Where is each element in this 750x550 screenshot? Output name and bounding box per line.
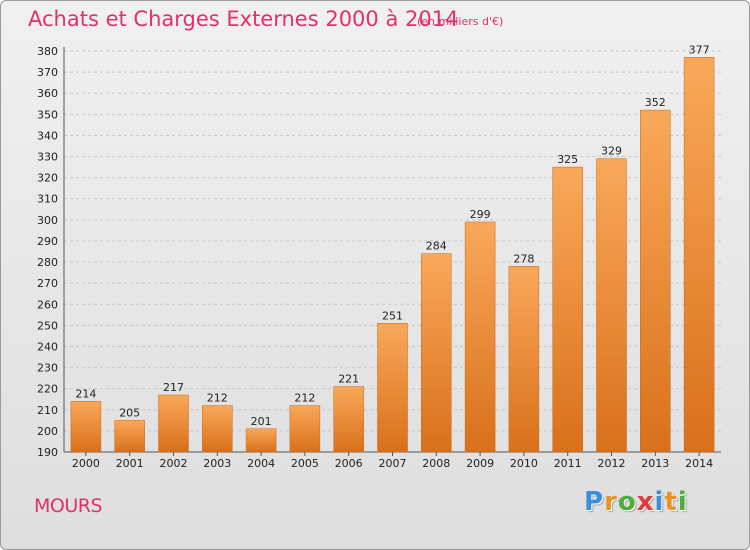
y-tick-label: 340 <box>37 129 58 142</box>
y-tick-label: 370 <box>37 66 58 79</box>
y-tick-label: 240 <box>37 340 58 353</box>
bar-2003 <box>202 405 233 453</box>
logo-letter: P <box>584 487 605 517</box>
y-tick-label: 200 <box>37 425 58 438</box>
x-tick-label: 2012 <box>598 457 626 470</box>
x-tick-label: 2011 <box>554 457 582 470</box>
bar-2001 <box>114 420 145 453</box>
y-tick-label: 220 <box>37 383 58 396</box>
logo-letter: t <box>664 487 678 517</box>
place-name: MOURS <box>34 495 103 517</box>
x-tick-label: 2014 <box>685 457 713 470</box>
x-tick-label: 2004 <box>247 457 275 470</box>
bar-2006 <box>333 386 364 453</box>
bar-2013 <box>640 109 671 453</box>
bar-2007 <box>377 323 408 453</box>
data-label: 329 <box>601 145 622 158</box>
data-label: 217 <box>163 381 184 394</box>
x-tick-label: 2003 <box>203 457 231 470</box>
x-tick-label: 2001 <box>116 457 144 470</box>
data-label: 278 <box>513 252 534 265</box>
data-labels: 214 205 217 212 201 212 221 251 284 299 278 325 329 3… <box>75 43 709 427</box>
bar-2002 <box>158 394 189 453</box>
y-tick-label: 280 <box>37 256 58 269</box>
bar-2009 <box>464 221 496 453</box>
data-label: 352 <box>645 96 666 109</box>
y-tick-label: 230 <box>37 362 58 375</box>
data-label: 201 <box>251 415 272 428</box>
y-tick-label: 210 <box>37 404 58 417</box>
y-tick-label: 330 <box>37 151 58 164</box>
x-tick-label: 2005 <box>291 457 319 470</box>
bar-2011 <box>552 166 583 453</box>
x-tick-label: 2002 <box>160 457 188 470</box>
data-label: 205 <box>119 406 140 419</box>
logo-letter: i <box>654 487 665 517</box>
bar-2010 <box>508 266 540 453</box>
x-tick-label: 2013 <box>641 457 669 470</box>
proxiti-logo[interactable]: Proxiti <box>584 487 688 517</box>
logo-letter: r <box>604 487 618 517</box>
bar-2004 <box>245 428 277 453</box>
x-tick-label: 2006 <box>335 457 363 470</box>
y-tick-label: 290 <box>37 235 58 248</box>
x-tick-labels: 2000 2001 2002 2003 2004 2005 2006 2007 2008 2009… <box>72 457 713 470</box>
y-tick-labels: 190 200 210 220 230 240 250 260 270 280 290 300 310 3… <box>37 45 58 459</box>
bars <box>70 57 715 453</box>
y-tick-label: 250 <box>37 319 58 332</box>
bar-2000 <box>70 401 102 453</box>
x-tick-label: 2008 <box>422 457 450 470</box>
data-label: 221 <box>338 373 359 386</box>
data-label: 214 <box>75 387 96 400</box>
data-label: 299 <box>470 208 491 221</box>
data-label: 251 <box>382 309 403 322</box>
y-tick-label: 190 <box>37 446 58 459</box>
y-tick-label: 270 <box>37 277 58 290</box>
bar-2012 <box>596 158 627 453</box>
y-tick-label: 320 <box>37 172 58 185</box>
y-tick-label: 360 <box>37 87 58 100</box>
y-tick-label: 310 <box>37 193 58 206</box>
logo-letter: o <box>617 487 637 517</box>
data-label: 377 <box>689 43 710 56</box>
y-tick-label: 260 <box>37 298 58 311</box>
data-label: 212 <box>207 392 228 405</box>
y-tick-label: 300 <box>37 214 58 227</box>
x-tick-label: 2000 <box>72 457 100 470</box>
bar-2008 <box>421 253 452 453</box>
data-label: 212 <box>294 392 315 405</box>
y-tick-label: 380 <box>37 45 58 58</box>
chart-unit: (en milliers d'€) <box>417 15 504 28</box>
data-label: 325 <box>557 153 578 166</box>
chart-title: Achats et Charges Externes 2000 à 2014 <box>28 7 459 31</box>
y-tick-label: 350 <box>37 108 58 121</box>
logo-letter: i <box>677 487 688 517</box>
bar-2005 <box>289 405 321 453</box>
x-tick-label: 2010 <box>510 457 538 470</box>
x-tick-label: 2009 <box>466 457 494 470</box>
data-label: 284 <box>426 240 447 253</box>
logo-letter: x <box>636 487 655 517</box>
bar-2014 <box>683 57 715 453</box>
x-tick-label: 2007 <box>379 457 407 470</box>
